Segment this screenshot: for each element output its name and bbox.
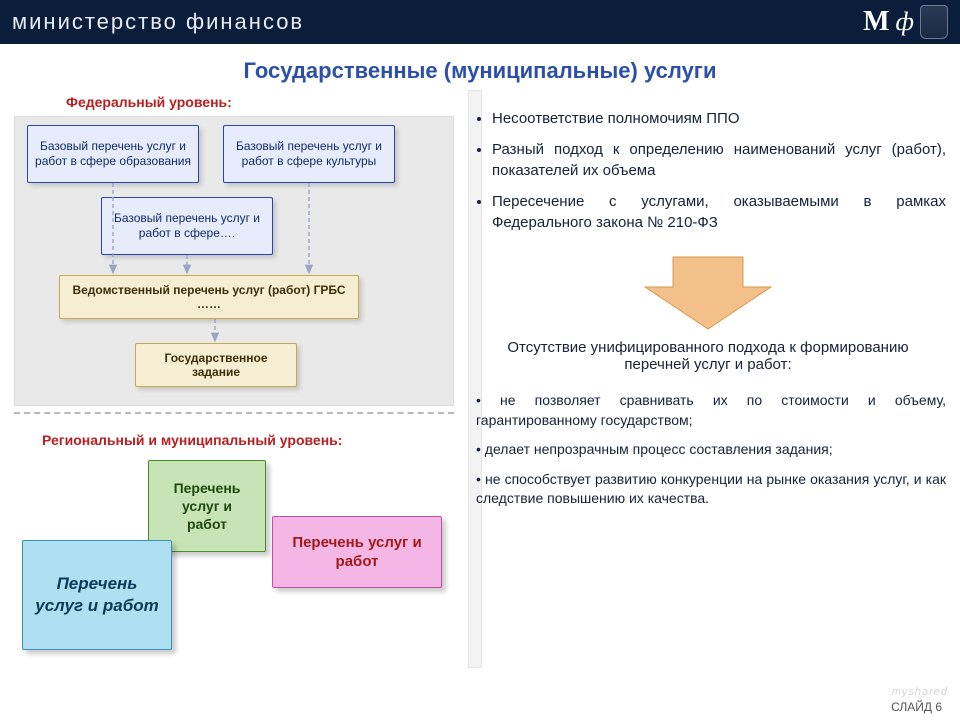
- box-culture: Базовый перечень услуг и работ в сфере к…: [223, 125, 395, 183]
- header-bar: министерство финансов М ф: [0, 0, 960, 44]
- conclusion-text: Отсутствие унифицированного подхода к фо…: [470, 339, 946, 373]
- issues-list: Несоответствие полномочиям ППО Разный по…: [470, 108, 946, 233]
- dash-separator: [14, 412, 454, 414]
- box-lblue: Перечень услуг и работ: [22, 540, 172, 650]
- issue-item: Несоответствие полномочиям ППО: [492, 108, 946, 129]
- emblem-icon: [920, 5, 948, 39]
- regional-panel: Перечень услуг и работ Перечень услуг и …: [14, 488, 454, 728]
- regional-label: Региональный и муниципальный уровень:: [42, 432, 454, 448]
- sub-bullets: не позволяет сравнивать их по стоимости …: [470, 391, 946, 509]
- sub-item: делает непрозрачным процесс составления …: [476, 440, 946, 460]
- down-arrow-icon: [643, 253, 773, 331]
- logo-m: М: [863, 6, 889, 38]
- right-column: Несоответствие полномочиям ППО Разный по…: [470, 90, 946, 698]
- logo-group: М ф: [863, 5, 948, 39]
- logo-f: ф: [896, 7, 914, 37]
- box-pink: Перечень услуг и работ: [272, 516, 442, 588]
- issue-item: Разный подход к определению наименований…: [492, 139, 946, 181]
- box-grbs: Ведомственный перечень услуг (работ) ГРБ…: [59, 275, 359, 319]
- sub-item: не позволяет сравнивать их по стоимости …: [476, 391, 946, 430]
- box-state-task: Государственное задание: [135, 343, 297, 387]
- box-education: Базовый перечень услуг и работ в сфере о…: [27, 125, 199, 183]
- content-area: Федеральный уровень: Базовый перечень ус…: [0, 90, 960, 698]
- page-title: Государственные (муниципальные) услуги: [0, 44, 960, 90]
- left-column: Федеральный уровень: Базовый перечень ус…: [14, 90, 454, 698]
- issue-item: Пересечение с услугами, оказываемыми в р…: [492, 191, 946, 233]
- ministry-title: министерство финансов: [12, 9, 304, 35]
- federal-panel: Базовый перечень услуг и работ в сфере о…: [14, 116, 454, 406]
- sub-item: не способствует развитию конкуренции на …: [476, 470, 946, 509]
- box-green: Перечень услуг и работ: [148, 460, 266, 552]
- box-other: Базовый перечень услуг и работ в сфере….: [101, 197, 273, 255]
- federal-label: Федеральный уровень:: [66, 94, 454, 110]
- slide-number: СЛАЙД 6: [891, 700, 942, 714]
- watermark: myshared: [892, 686, 948, 698]
